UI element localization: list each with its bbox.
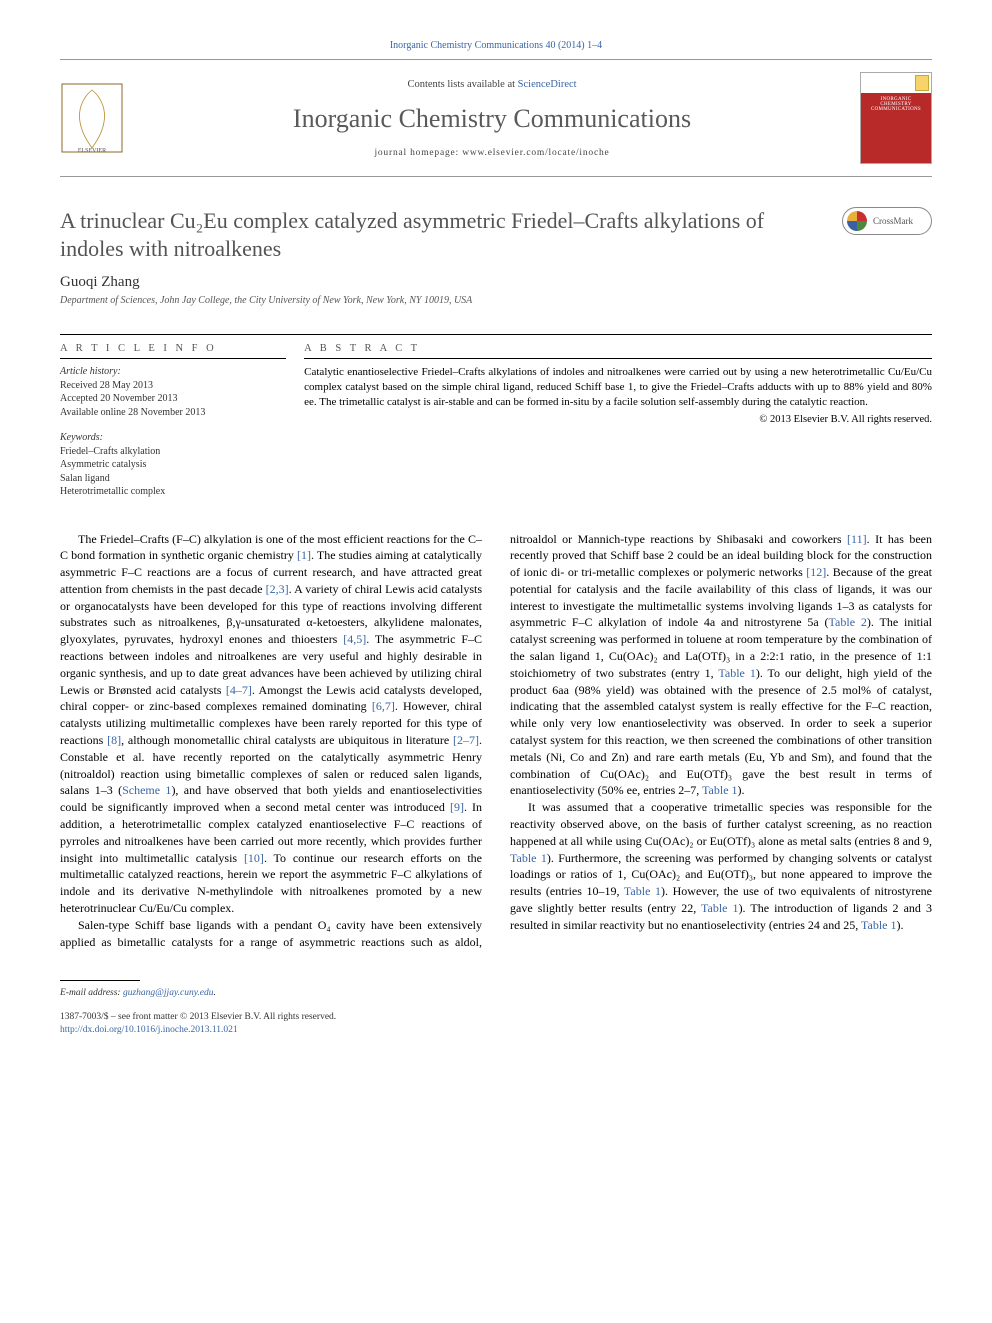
citation-link[interactable]: [2–7] xyxy=(453,733,479,747)
history-label: Article history: xyxy=(60,365,286,379)
elsevier-logo: ELSEVIER xyxy=(60,82,124,154)
article-body: The Friedel–Crafts (F–C) alkylation is o… xyxy=(60,531,932,951)
contents-prefix: Contents lists available at xyxy=(407,79,517,90)
email-label: E-mail address: xyxy=(60,988,123,998)
crossmark-icon xyxy=(847,211,867,231)
history-accepted: Accepted 20 November 2013 xyxy=(60,392,286,406)
history-received: Received 28 May 2013 xyxy=(60,379,286,393)
journal-cover-thumbnail xyxy=(860,72,932,164)
keyword-item: Asymmetric catalysis xyxy=(60,458,286,472)
keyword-item: Salan ligand xyxy=(60,472,286,486)
contents-available-line: Contents lists available at ScienceDirec… xyxy=(144,79,840,90)
journal-citation: Inorganic Chemistry Communications 40 (2… xyxy=(60,40,932,51)
table-link[interactable]: Table 1 xyxy=(624,884,661,898)
article-info-heading: A R T I C L E I N F O xyxy=(60,343,286,359)
abstract-heading: A B S T R A C T xyxy=(304,343,932,359)
table-link[interactable]: Table 1 xyxy=(510,851,547,865)
keyword-item: Friedel–Crafts alkylation xyxy=(60,445,286,459)
citation-link[interactable]: [12] xyxy=(806,565,826,579)
journal-name: Inorganic Chemistry Communications xyxy=(144,104,840,134)
homepage-url[interactable]: www.elsevier.com/locate/inoche xyxy=(462,148,609,158)
table-link[interactable]: Table 1 xyxy=(701,901,739,915)
body-paragraph: It was assumed that a cooperative trimet… xyxy=(510,799,932,933)
citation-link[interactable]: [8] xyxy=(107,733,121,747)
doi-link[interactable]: http://dx.doi.org/10.1016/j.inoche.2013.… xyxy=(60,1025,238,1035)
citation-link[interactable]: [1] xyxy=(297,548,311,562)
author-name: Guoqi Zhang xyxy=(60,274,932,291)
citation-link[interactable]: [6,7] xyxy=(372,699,395,713)
svg-text:ELSEVIER: ELSEVIER xyxy=(78,148,106,154)
journal-homepage-line: journal homepage: www.elsevier.com/locat… xyxy=(144,148,840,158)
crossmark-label: CrossMark xyxy=(873,216,913,226)
keyword-item: Heterotrimetallic complex xyxy=(60,485,286,499)
article-title: A trinuclear Cu₂Eu complex catalyzed asy… xyxy=(60,207,842,262)
citation-link[interactable]: [10] xyxy=(244,851,264,865)
citation-link[interactable]: [4,5] xyxy=(343,632,366,646)
abstract-column: A B S T R A C T Catalytic enantioselecti… xyxy=(304,335,932,507)
table-link[interactable]: Table 1 xyxy=(861,918,896,932)
table-link[interactable]: Table 1 xyxy=(718,666,755,680)
keywords-label: Keywords: xyxy=(60,431,286,445)
abstract-copyright: © 2013 Elsevier B.V. All rights reserved… xyxy=(304,414,932,425)
citation-link[interactable]: [2,3] xyxy=(266,582,289,596)
citation-link[interactable]: [11] xyxy=(847,532,867,546)
abstract-text: Catalytic enantioselective Friedel–Craft… xyxy=(304,365,932,410)
table-link[interactable]: Table 1 xyxy=(702,783,737,797)
table-link[interactable]: Table 2 xyxy=(829,615,867,629)
article-info-column: A R T I C L E I N F O Article history: R… xyxy=(60,335,304,507)
correspondence-email-row: E-mail address: guzhang@jjay.cuny.edu. xyxy=(60,987,932,1000)
body-paragraph: The Friedel–Crafts (F–C) alkylation is o… xyxy=(60,531,482,917)
author-email-link[interactable]: guzhang@jjay.cuny.edu xyxy=(123,988,214,998)
homepage-label: journal homepage: xyxy=(374,148,462,158)
history-online: Available online 28 November 2013 xyxy=(60,406,286,420)
journal-meta-box: ELSEVIER Contents lists available at Sci… xyxy=(60,59,932,177)
footnote-divider xyxy=(60,980,140,981)
issn-line: 1387-7003/$ – see front matter © 2013 El… xyxy=(60,1011,932,1024)
crossmark-badge[interactable]: CrossMark xyxy=(842,207,932,235)
citation-link[interactable]: [9] xyxy=(450,800,464,814)
citation-link[interactable]: [4–7] xyxy=(226,683,252,697)
author-affiliation: Department of Sciences, John Jay College… xyxy=(60,295,932,306)
sciencedirect-link[interactable]: ScienceDirect xyxy=(518,79,577,90)
scheme-link[interactable]: Scheme 1 xyxy=(122,783,171,797)
